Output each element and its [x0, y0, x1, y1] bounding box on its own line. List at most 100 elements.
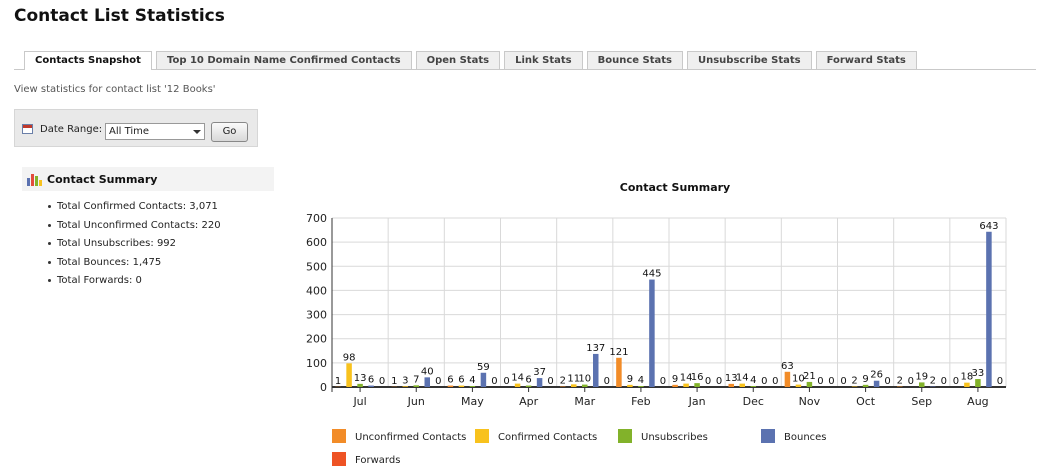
data-label: 2 [897, 376, 903, 387]
x-tick-label: Apr [519, 395, 539, 408]
data-label: 1 [391, 376, 397, 387]
tab-top-10-domains[interactable]: Top 10 Domain Name Confirmed Contacts [155, 51, 412, 69]
tab-unsubscribe-stats[interactable]: Unsubscribe Stats [686, 51, 812, 69]
data-label: 2 [851, 376, 857, 387]
legend-label: Unconfirmed Contacts [355, 432, 466, 443]
x-tick-label: May [461, 395, 484, 408]
data-label: 0 [379, 376, 385, 387]
legend-swatch [475, 429, 489, 443]
data-label: 9 [627, 374, 633, 385]
data-label: 0 [908, 376, 914, 387]
tab-link-stats[interactable]: Link Stats [504, 51, 583, 69]
bar-unconfirmed [616, 357, 622, 387]
data-label: 14 [680, 373, 693, 384]
data-label: 14 [511, 373, 524, 384]
data-label: 0 [435, 376, 441, 387]
bar-bounces [480, 372, 487, 387]
legend-swatch [332, 429, 346, 443]
x-tick-label: Dec [743, 395, 764, 408]
page-title: Contact List Statistics [14, 6, 225, 26]
bar-unsubscribes [975, 379, 981, 387]
y-tick-label: 0 [320, 381, 327, 394]
bar-unsubscribes [862, 384, 869, 387]
y-tick-label: 600 [306, 236, 327, 249]
data-label: 98 [343, 352, 356, 363]
date-range-label: Date Range: [40, 124, 103, 135]
contact-summary-chart: Contact Summary0100200300400500600700Jul… [306, 181, 1007, 466]
tab-bar: Contacts Snapshot Top 10 Domain Name Con… [24, 51, 921, 70]
data-label: 0 [953, 376, 959, 387]
summary-item-unconfirmed: Total Unconfirmed Contacts: 220 [48, 219, 221, 238]
legend-swatch [761, 429, 775, 443]
data-label: 0 [997, 376, 1003, 387]
bar-unconfirmed [447, 385, 454, 387]
data-label: 19 [915, 371, 928, 382]
y-tick-label: 300 [306, 309, 327, 322]
date-range-select[interactable]: All Time [105, 123, 205, 140]
data-label: 0 [604, 376, 610, 387]
data-label: 2 [930, 376, 936, 387]
calendar-icon [22, 124, 33, 134]
tab-bounce-stats[interactable]: Bounce Stats [586, 51, 683, 69]
data-label: 0 [660, 376, 666, 387]
chart-title: Contact Summary [620, 181, 730, 194]
tab-contacts-snapshot[interactable]: Contacts Snapshot [24, 51, 152, 70]
data-label: 16 [691, 372, 704, 383]
bar-bounces [986, 231, 992, 387]
tab-forward-stats[interactable]: Forward Stats [815, 51, 917, 69]
data-label: 6 [525, 375, 531, 386]
x-tick-label: Aug [967, 395, 988, 408]
bar-bounces [368, 385, 374, 387]
data-label: 40 [421, 366, 434, 377]
x-tick-label: Nov [799, 395, 821, 408]
bar-confirmed [514, 383, 521, 387]
data-label: 1 [335, 376, 341, 387]
bar-unsubscribes [469, 386, 476, 387]
data-label: 0 [547, 376, 553, 387]
data-label: 0 [941, 376, 947, 387]
contact-summary-title: Contact Summary [47, 173, 158, 186]
data-label: 0 [772, 376, 778, 387]
data-label: 13 [354, 373, 367, 384]
data-label: 7 [413, 374, 419, 385]
data-label: 13 [725, 373, 738, 384]
data-label: 63 [781, 361, 794, 372]
summary-item-unsubscribes: Total Unsubscribes: 992 [48, 237, 221, 256]
y-tick-label: 400 [306, 284, 327, 297]
bar-bounces [649, 279, 655, 387]
bar-unconfirmed [672, 384, 678, 387]
bar-unsubscribes [413, 385, 419, 387]
go-button[interactable]: Go [211, 122, 248, 142]
bar-confirmed [627, 384, 633, 387]
x-tick-label: Jun [407, 395, 425, 408]
data-label: 59 [477, 362, 490, 373]
data-label: 0 [491, 376, 497, 387]
bar-unsubscribes [919, 382, 925, 387]
legend-label: Unsubscribes [641, 432, 708, 443]
contact-summary-header: Contact Summary [22, 167, 274, 191]
data-label: 0 [840, 376, 846, 387]
tab-open-stats[interactable]: Open Stats [415, 51, 501, 69]
bar-unsubscribes [638, 386, 644, 387]
data-label: 0 [817, 376, 823, 387]
bar-bounces [593, 353, 599, 387]
data-label: 643 [979, 221, 998, 232]
bar-confirmed [346, 363, 352, 387]
y-tick-label: 500 [306, 260, 327, 273]
bar-unsubscribes [525, 385, 532, 387]
bar-confirmed [458, 385, 465, 387]
data-label: 4 [638, 375, 644, 386]
data-label: 33 [972, 368, 985, 379]
legend-label: Confirmed Contacts [498, 432, 597, 443]
summary-item-bounces: Total Bounces: 1,475 [48, 256, 221, 275]
summary-item-forwards: Total Forwards: 0 [48, 274, 221, 293]
bar-unsubscribes [582, 384, 588, 387]
x-tick-label: Jan [688, 395, 706, 408]
data-label: 6 [368, 375, 374, 386]
bar-bounces [536, 378, 543, 387]
legend-label: Bounces [784, 432, 827, 443]
bar-unconfirmed [728, 383, 734, 387]
data-label: 0 [828, 376, 834, 387]
y-tick-label: 100 [306, 357, 327, 370]
data-label: 14 [736, 373, 749, 384]
